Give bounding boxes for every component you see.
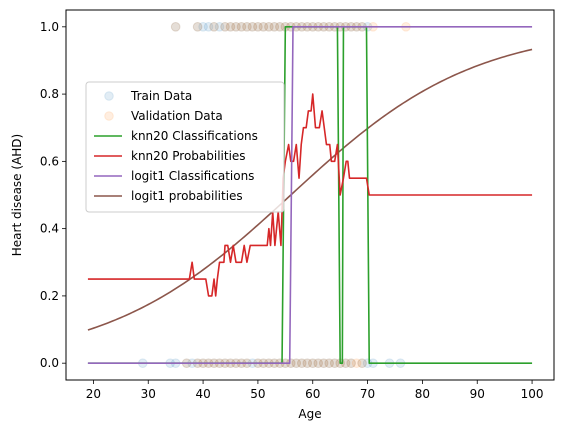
train-data-point [242, 22, 252, 32]
legend-label: knn20 Probabilities [131, 149, 246, 163]
validation-data-point [236, 22, 247, 32]
logit1-classifications-line [87, 26, 533, 364]
scatter-series [170, 22, 411, 368]
validation-data-point [225, 22, 236, 32]
train-data-point [258, 22, 269, 32]
train-data-point [324, 358, 334, 368]
x-tick-label: 80 [415, 387, 430, 401]
train-data-point [236, 22, 247, 32]
train-data-point [296, 358, 307, 368]
train-data-point [329, 358, 340, 368]
validation-data-point [313, 358, 324, 368]
x-tick-label: 50 [250, 387, 265, 401]
train-data-point [307, 358, 318, 368]
validation-data-point [296, 358, 307, 368]
train-data-point [302, 358, 313, 368]
validation-data-point [275, 22, 285, 32]
validation-data-point [291, 358, 302, 368]
legend-marker [104, 91, 114, 101]
train-data-point [225, 22, 236, 32]
legend-label: Validation Data [131, 109, 223, 123]
y-tick-label: 0.2 [40, 289, 59, 303]
y-tick-label: 1.0 [40, 20, 59, 34]
validation-data-point [192, 22, 203, 32]
train-data-point [203, 22, 214, 32]
x-tick-label: 40 [195, 387, 210, 401]
data-layer [87, 22, 533, 368]
x-tick-label: 70 [360, 387, 375, 401]
train-data-point [269, 22, 280, 32]
train-data-point [231, 22, 241, 32]
train-data-point [220, 22, 230, 32]
x-tick-label: 100 [521, 387, 544, 401]
x-tick-label: 90 [470, 387, 485, 401]
validation-data-point [253, 22, 263, 32]
validation-data-point [231, 22, 241, 32]
y-tick-label: 0.4 [40, 222, 59, 236]
y-tick-label: 0.6 [40, 154, 59, 168]
legend-label: logit1 probabilities [131, 189, 243, 203]
x-tick-label: 30 [141, 387, 156, 401]
validation-data-point [170, 22, 181, 32]
train-data-point [170, 22, 181, 32]
validation-data-point [329, 358, 340, 368]
y-axis-title: Heart disease (AHD) [10, 134, 24, 256]
legend-label: Train Data [130, 89, 192, 103]
legend-marker [104, 111, 114, 121]
x-axis-title: Age [298, 407, 321, 421]
x-tick-label: 60 [305, 387, 320, 401]
validation-data-point [351, 358, 362, 368]
train-data-point [253, 22, 263, 32]
validation-data-point [258, 22, 269, 32]
legend-label: logit1 Classifications [131, 169, 254, 183]
legend-label: knn20 Classifications [131, 129, 258, 143]
train-data-point [275, 22, 285, 32]
y-axis: 0.0 0.2 0.4 0.6 0.8 1.0 [40, 20, 66, 370]
logit1-probabilities-line [87, 48, 533, 331]
train-data-point [198, 22, 208, 32]
validation-data-point [220, 22, 230, 32]
plot-area-frame [65, 9, 555, 381]
train-data-point [291, 358, 302, 368]
legend-box [85, 81, 285, 213]
train-data-point [318, 358, 329, 368]
validation-data-point [307, 358, 318, 368]
y-tick-label: 0.8 [40, 87, 59, 101]
train-data-point [357, 358, 367, 368]
validation-data-point [269, 22, 280, 32]
x-axis: 20 30 40 50 60 70 80 90 100 [86, 380, 544, 401]
train-data-point [192, 22, 203, 32]
train-data-point [214, 22, 225, 32]
validation-data-point [324, 358, 334, 368]
validation-data-point [357, 358, 367, 368]
y-tick-label: 0.0 [40, 356, 59, 370]
validation-data-point [346, 358, 356, 368]
validation-data-point [209, 22, 219, 32]
train-data-point [247, 22, 258, 32]
train-data-point [264, 22, 274, 32]
x-tick-label: 20 [86, 387, 101, 401]
validation-data-point [318, 358, 329, 368]
train-data-point [313, 358, 324, 368]
train-data-point [346, 358, 356, 368]
validation-data-point [242, 22, 252, 32]
validation-data-point [302, 358, 313, 368]
validation-data-point [264, 22, 274, 32]
legend: Train Data Validation Data knn20 Classific… [85, 81, 285, 213]
train-data-point [209, 22, 219, 32]
validation-data-point [247, 22, 258, 32]
